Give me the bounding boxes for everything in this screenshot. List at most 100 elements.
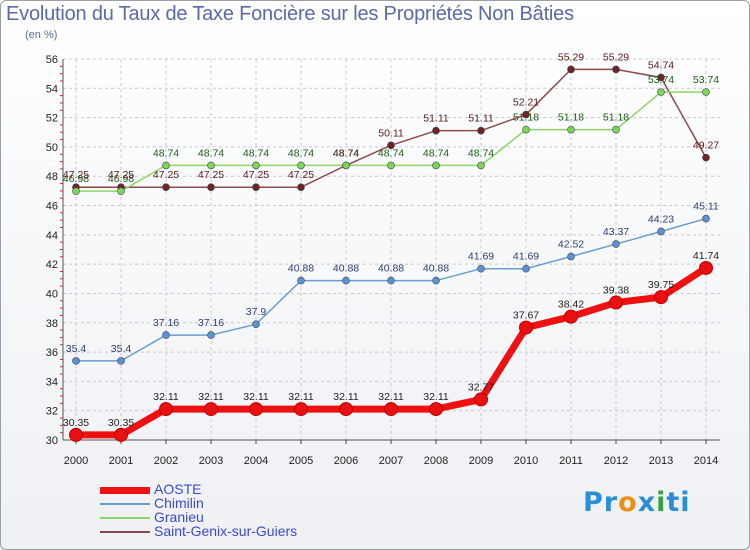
logo-letter: i xyxy=(680,487,691,518)
legend-label: AOSTE xyxy=(154,481,202,497)
data-label-aoste: 30.35 xyxy=(108,417,134,429)
y-tick-label: 50 xyxy=(46,142,58,154)
data-label-chimilin: 37.16 xyxy=(153,317,179,329)
x-tick-label: 2008 xyxy=(424,455,448,467)
data-label-aoste: 32.11 xyxy=(198,391,224,403)
data-label-chimilin: 35.4 xyxy=(66,343,87,355)
y-tick-label: 38 xyxy=(46,318,58,330)
data-label-chimilin: 44.23 xyxy=(648,213,674,225)
data-point-granieu xyxy=(522,125,530,134)
legend-swatch xyxy=(100,531,150,533)
data-label-saint-genix-sur-guiers: 48.74 xyxy=(333,147,359,159)
data-point-saint-genix-sur-guiers xyxy=(612,65,620,74)
y-tick-label: 46 xyxy=(46,201,58,213)
legend-label: Chimilin xyxy=(154,495,204,511)
y-tick-label: 42 xyxy=(46,259,58,271)
data-point-saint-genix-sur-guiers xyxy=(477,126,485,135)
data-point-aoste xyxy=(609,295,623,310)
data-point-aoste xyxy=(384,402,398,417)
y-tick-label: 32 xyxy=(46,406,58,418)
x-tick-label: 2004 xyxy=(244,455,268,467)
data-label-chimilin: 45.11 xyxy=(693,201,719,213)
data-label-aoste: 32.11 xyxy=(378,391,404,403)
data-point-aoste xyxy=(204,402,218,417)
data-label-chimilin: 41.69 xyxy=(513,251,539,263)
legend-label: Saint-Genix-sur-Guiers xyxy=(154,523,298,539)
data-label-saint-genix-sur-guiers: 47.25 xyxy=(198,169,224,181)
data-point-chimilin xyxy=(117,357,125,365)
legend-swatch xyxy=(100,517,150,519)
data-point-aoste xyxy=(69,427,83,442)
y-axis-unit-label: (en %) xyxy=(25,29,58,41)
data-label-aoste: 32.11 xyxy=(333,391,359,403)
data-point-granieu xyxy=(117,187,125,195)
y-tick-label: 52 xyxy=(46,113,58,125)
data-point-chimilin xyxy=(252,320,260,329)
legend-label: Granieu xyxy=(154,509,204,525)
data-label-saint-genix-sur-guiers: 51.11 xyxy=(468,113,494,125)
data-label-saint-genix-sur-guiers: 55.29 xyxy=(603,51,629,63)
x-tick-label: 2006 xyxy=(334,455,358,467)
data-point-chimilin xyxy=(477,264,485,273)
logo-letter: t xyxy=(666,487,681,518)
data-label-saint-genix-sur-guiers: 47.25 xyxy=(153,169,179,181)
data-label-saint-genix-sur-guiers: 50.11 xyxy=(378,127,404,139)
logo-letter: P xyxy=(583,487,604,518)
data-label-granieu: 48.74 xyxy=(153,147,179,159)
proxiti-logo: Proxiti xyxy=(583,487,691,518)
data-point-saint-genix-sur-guiers xyxy=(162,183,170,192)
data-label-chimilin: 40.88 xyxy=(288,263,314,275)
data-label-aoste: 32.77 xyxy=(468,381,494,393)
data-label-saint-genix-sur-guiers: 49.27 xyxy=(693,140,719,152)
data-point-granieu xyxy=(342,161,350,170)
data-point-granieu xyxy=(252,161,260,170)
y-tick-label: 48 xyxy=(46,171,58,183)
data-point-granieu xyxy=(477,161,485,170)
y-tick-label: 36 xyxy=(46,347,58,359)
data-point-granieu xyxy=(432,161,440,170)
data-point-chimilin xyxy=(657,227,665,236)
y-tick-label: 40 xyxy=(46,288,58,300)
data-label-aoste: 32.11 xyxy=(423,391,449,403)
data-point-granieu xyxy=(72,187,80,195)
data-point-aoste xyxy=(429,402,443,417)
data-labels: 30.35 30.35 32.11 32.11 32.11 32.11 32.11 32.11… xyxy=(63,51,719,428)
y-tick-label: 34 xyxy=(46,376,58,388)
data-label-saint-genix-sur-guiers: 47.25 xyxy=(243,169,269,181)
y-tick-label: 56 xyxy=(46,54,58,66)
y-tick-label: 44 xyxy=(46,230,58,242)
data-label-granieu: 53.74 xyxy=(693,74,719,86)
data-point-granieu xyxy=(207,161,215,170)
x-tick-label: 2012 xyxy=(604,455,628,467)
data-point-saint-genix-sur-guiers xyxy=(252,183,260,192)
data-label-granieu: 51.18 xyxy=(558,112,584,124)
y-tick-label: 30 xyxy=(46,435,58,447)
x-tick-label: 2001 xyxy=(109,455,133,467)
data-point-saint-genix-sur-guiers xyxy=(387,141,395,150)
data-label-granieu: 48.74 xyxy=(198,147,224,159)
data-point-aoste xyxy=(294,402,308,417)
data-label-chimilin: 35.4 xyxy=(111,343,132,355)
data-label-granieu: 48.74 xyxy=(423,147,449,159)
data-label-chimilin: 40.88 xyxy=(423,263,449,275)
data-point-granieu xyxy=(657,88,665,96)
data-point-granieu xyxy=(387,161,395,170)
data-label-saint-genix-sur-guiers: 54.74 xyxy=(648,59,674,71)
data-point-chimilin xyxy=(342,276,350,285)
y-tick-label: 54 xyxy=(46,83,58,95)
data-label-chimilin: 41.69 xyxy=(468,251,494,263)
x-tick-label: 2005 xyxy=(289,455,313,467)
data-label-aoste: 32.11 xyxy=(153,391,179,403)
data-label-aoste: 32.11 xyxy=(288,391,314,403)
data-label-aoste: 30.35 xyxy=(63,417,89,429)
data-label-chimilin: 40.88 xyxy=(333,263,359,275)
data-point-saint-genix-sur-guiers xyxy=(432,126,440,135)
data-point-saint-genix-sur-guiers xyxy=(702,153,710,162)
legend-swatch xyxy=(100,486,150,494)
x-tick-label: 2003 xyxy=(199,455,223,467)
data-point-granieu xyxy=(567,125,575,134)
x-tick-label: 2013 xyxy=(649,455,673,467)
x-tick-label: 2009 xyxy=(469,455,493,467)
data-label-chimilin: 37.16 xyxy=(198,317,224,329)
data-point-granieu xyxy=(297,161,305,170)
